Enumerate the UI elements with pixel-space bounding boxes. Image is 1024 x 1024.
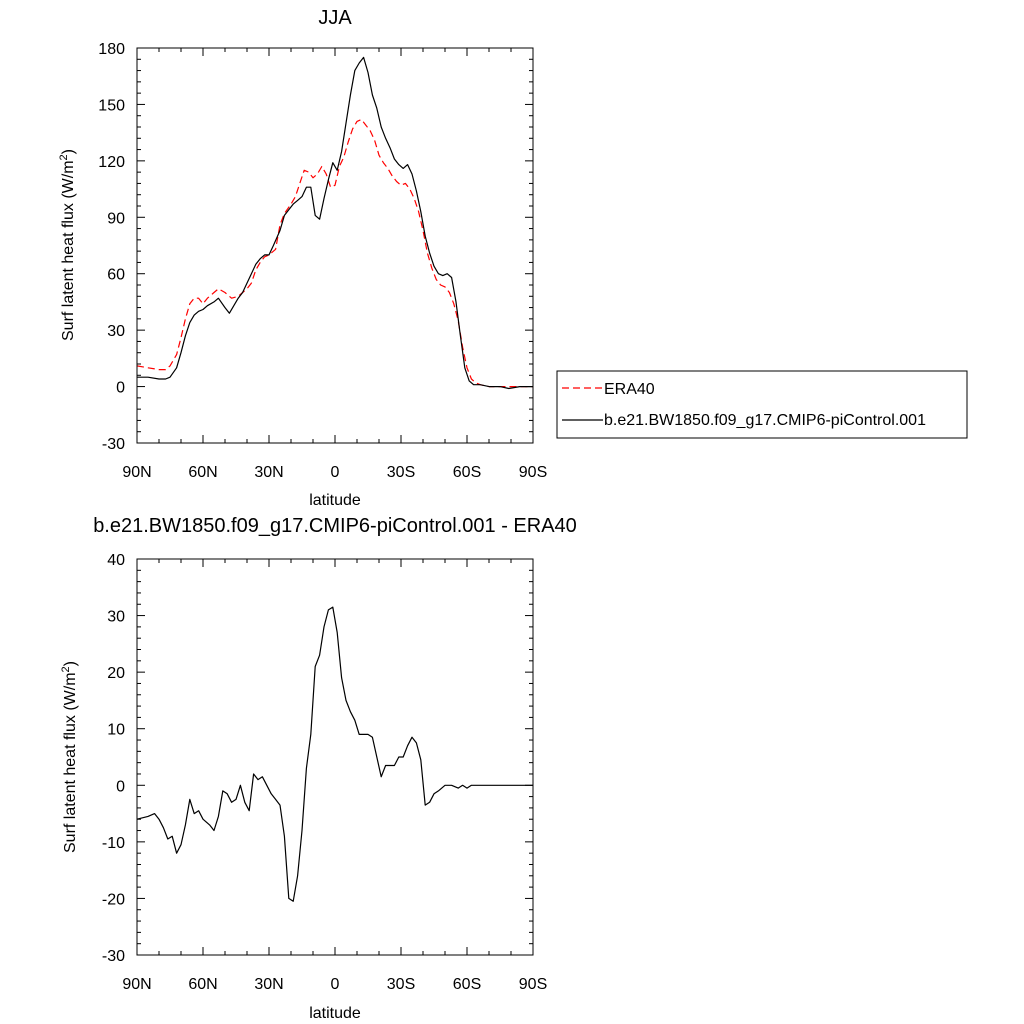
x-tick-label: 60N — [188, 976, 217, 993]
y-tick-label: -30 — [102, 948, 125, 965]
x-axis-tick-labels: 90N 60N 30N 0 30S 60S 90S — [122, 976, 547, 993]
series-line-1 — [136, 118, 533, 388]
series-layer — [136, 56, 533, 390]
x-tick-label: 60N — [188, 464, 217, 481]
series-line-1 — [136, 606, 533, 902]
x-tick-label: 60S — [453, 464, 481, 481]
series-layer — [136, 606, 533, 902]
x-tick-label: 30S — [387, 976, 415, 993]
x-axis-tick-labels: 90N 60N 30N 0 30S 60S 90S — [122, 464, 547, 481]
jja-panel: JJA -30 0 30 60 90 120 150 180 90N 60N 30N 0 30S 60S… — [58, 7, 968, 509]
axis-ticks — [136, 47, 534, 444]
x-tick-label: 30N — [254, 464, 283, 481]
plot-frame — [136, 558, 534, 956]
difference-panel: b.e21.BW1850.f09_g17.CMIP6-piControl.001… — [60, 515, 577, 1022]
x-axis-label: latitude — [309, 492, 361, 509]
plot-frame — [136, 47, 534, 444]
legend: ERA40 b.e21.BW1850.f09_g17.CMIP6-piContr… — [556, 370, 968, 439]
y-tick-label: 30 — [107, 609, 125, 626]
y-tick-label: -10 — [102, 835, 125, 852]
x-tick-label: 0 — [331, 976, 340, 993]
x-tick-label: 60S — [453, 976, 481, 993]
y-tick-label: 0 — [116, 778, 125, 795]
legend-label-era40: ERA40 — [604, 381, 655, 398]
y-tick-label: 90 — [107, 210, 125, 227]
y-tick-label: 30 — [107, 323, 125, 340]
y-axis-label: Surf latent heat flux (W/m2) — [60, 661, 79, 853]
x-tick-label: 90S — [519, 464, 547, 481]
x-tick-label: 90S — [519, 976, 547, 993]
y-tick-label: 180 — [98, 41, 125, 58]
chart-title: b.e21.BW1850.f09_g17.CMIP6-piControl.001… — [93, 515, 577, 537]
x-tick-label: 90N — [122, 976, 151, 993]
legend-box — [556, 370, 968, 439]
y-tick-label: -30 — [102, 436, 125, 453]
y-axis-tick-labels: -30 0 30 60 90 120 150 180 — [98, 41, 125, 453]
legend-label-model: b.e21.BW1850.f09_g17.CMIP6-piControl.001 — [604, 412, 926, 429]
y-tick-label: 40 — [107, 552, 125, 569]
y-tick-label: 120 — [98, 154, 125, 171]
x-tick-label: 30S — [387, 464, 415, 481]
x-axis-label: latitude — [309, 1005, 361, 1022]
x-tick-label: 30N — [254, 976, 283, 993]
y-tick-label: 150 — [98, 97, 125, 114]
x-tick-label: 0 — [331, 464, 340, 481]
series-line-2 — [137, 56, 533, 390]
y-tick-label: 10 — [107, 722, 125, 739]
y-axis-label: Surf latent heat flux (W/m2) — [58, 149, 77, 341]
chart-title: JJA — [318, 7, 352, 29]
y-tick-label: 0 — [116, 380, 125, 397]
y-tick-label: 60 — [107, 267, 125, 284]
y-tick-label: 20 — [107, 665, 125, 682]
x-tick-label: 90N — [122, 464, 151, 481]
y-tick-label: -20 — [102, 891, 125, 908]
y-axis-tick-labels: -30 -20 -10 0 10 20 30 40 — [102, 552, 125, 965]
